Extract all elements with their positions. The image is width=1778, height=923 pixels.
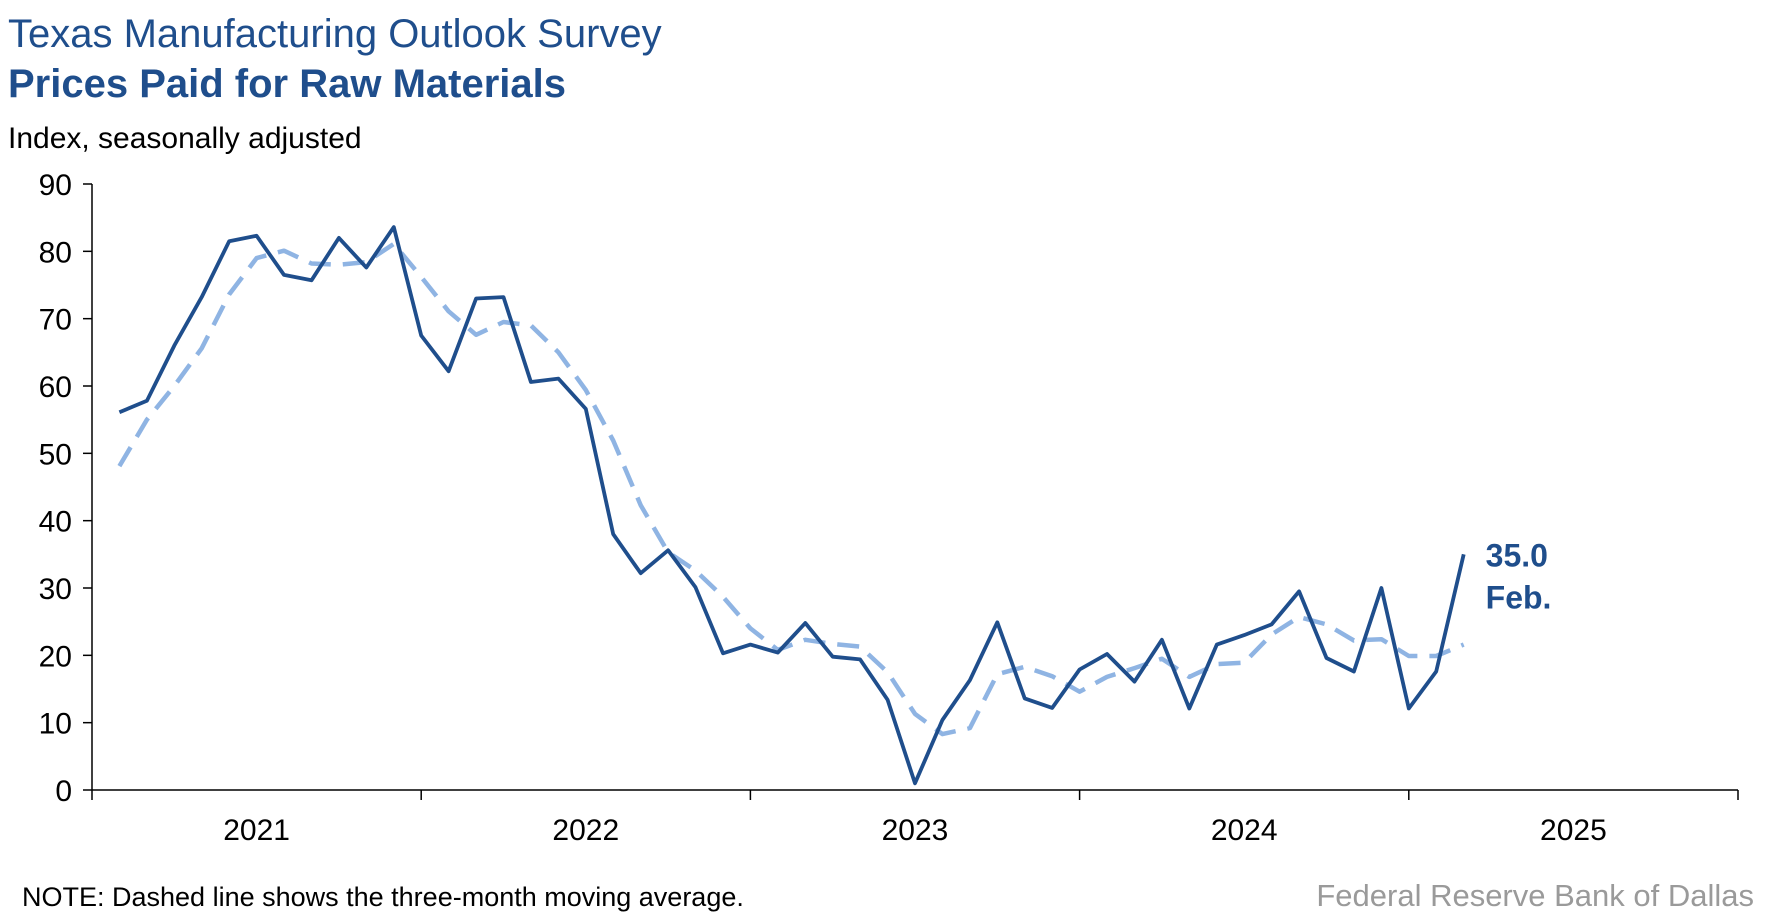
x-tick-label: 2024 (1211, 814, 1278, 847)
y-tick-label: 80 (39, 236, 72, 269)
moving-average-series-line (117, 241, 1465, 737)
x-tick-label: 2021 (223, 814, 290, 847)
y-tick-label: 10 (39, 708, 72, 741)
y-tick-label: 0 (55, 775, 72, 808)
y-axis-unit-label: Index, seasonally adjusted (8, 122, 362, 155)
y-tick-label: 70 (39, 304, 72, 337)
latest-month-label: Feb. (1486, 579, 1552, 615)
y-tick-label: 50 (39, 438, 72, 471)
y-tick-label: 30 (39, 573, 72, 606)
x-tick-label: 2022 (552, 814, 619, 847)
source-credit: Federal Reserve Bank of Dallas (1316, 878, 1754, 913)
x-tick-label: 2023 (882, 814, 949, 847)
x-tick-label: 2025 (1540, 814, 1607, 847)
page-title: Texas Manufacturing Outlook Survey (8, 12, 662, 56)
chart-subtitle: Prices Paid for Raw Materials (8, 62, 567, 106)
y-tick-label: 20 (39, 640, 72, 673)
index-series-line (118, 225, 1466, 786)
latest-value-label: 35.0 (1486, 537, 1548, 573)
footnote: NOTE: Dashed line shows the three-month … (22, 882, 744, 912)
y-tick-label: 90 (39, 169, 72, 202)
y-tick-label: 40 (39, 506, 72, 539)
y-tick-label: 60 (39, 371, 72, 404)
